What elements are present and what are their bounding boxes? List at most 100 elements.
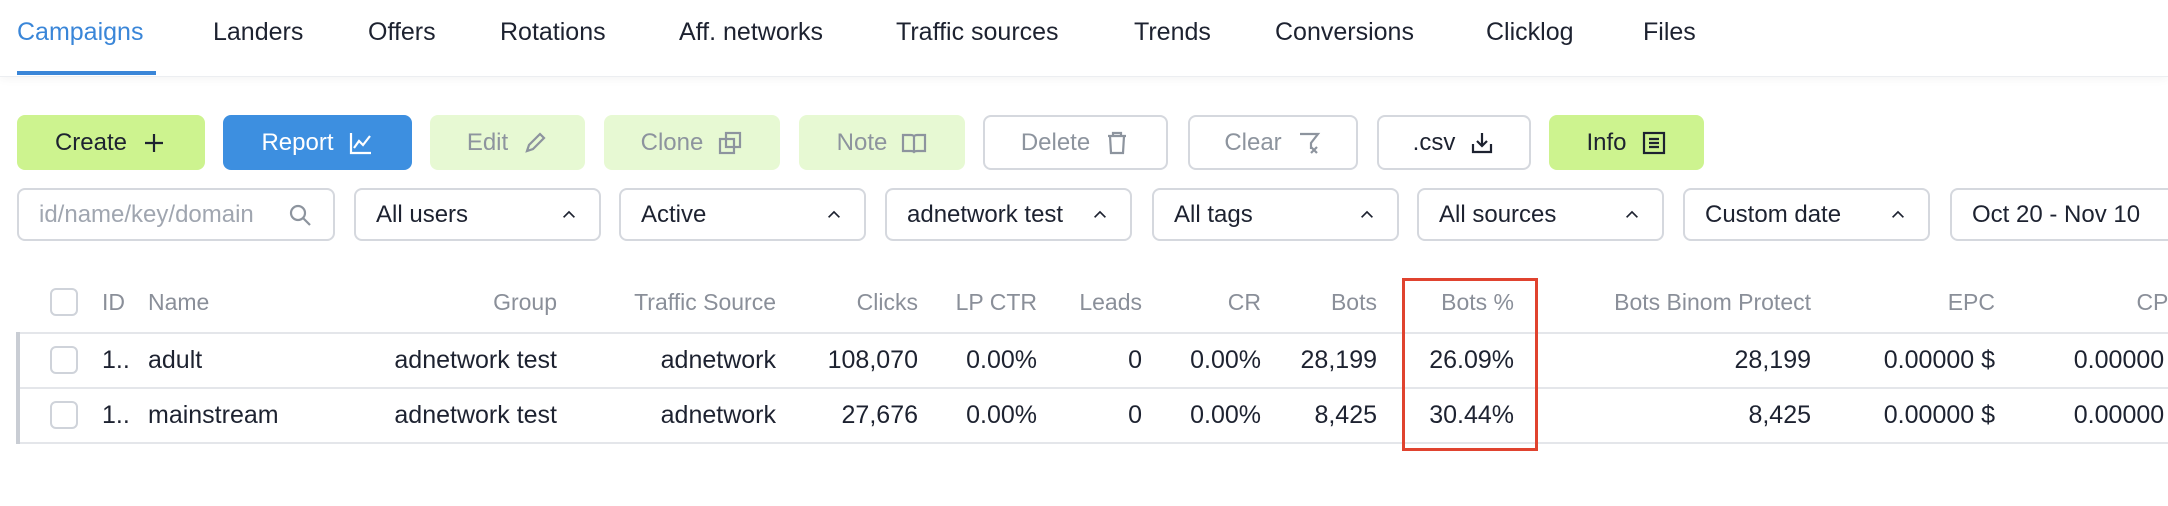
nav-tab[interactable]: Clicklog xyxy=(1486,18,1574,46)
dropdown-label: All users xyxy=(376,200,469,228)
table-cell: 0.00000 $ xyxy=(1883,346,1995,374)
column-header[interactable]: Group xyxy=(493,289,557,315)
toolbar-button[interactable]: .csv xyxy=(1377,115,1531,170)
column-header[interactable]: Clicks xyxy=(856,289,918,315)
row-left-border xyxy=(16,332,20,444)
table-cell: 0 xyxy=(1128,401,1142,429)
table-cell: mainstream xyxy=(148,401,279,429)
chevron xyxy=(828,210,840,218)
column-header[interactable]: Bots % xyxy=(1441,289,1514,315)
toolbar-button[interactable]: Delete xyxy=(983,115,1168,170)
column-header[interactable]: Traffic Source xyxy=(634,289,776,315)
button-icon xyxy=(1299,132,1320,154)
button-label: .csv xyxy=(1412,128,1456,156)
table-cell: 0.00% xyxy=(1190,401,1261,429)
table-cell: 26.09% xyxy=(1429,346,1514,374)
column-header[interactable]: CPC xyxy=(2136,289,2168,315)
toolbar-button[interactable]: Edit xyxy=(430,115,585,170)
table-cell: 0.00% xyxy=(1190,346,1261,374)
nav-tab[interactable]: Landers xyxy=(213,18,304,46)
nav-tab[interactable]: Offers xyxy=(368,18,436,46)
button-label: Clear xyxy=(1224,128,1282,156)
table-cell: 0.00000 $ xyxy=(2073,346,2168,374)
button-label: Clone xyxy=(640,128,704,156)
table-cell: 0 xyxy=(1128,346,1142,374)
table-cell: 0.00000 $ xyxy=(2073,401,2168,429)
filter-dropdown[interactable]: All tags xyxy=(1152,188,1399,241)
table-cell: 0.00% xyxy=(966,346,1037,374)
button-icon xyxy=(349,132,371,154)
date-label: Oct 20 - Nov 10 xyxy=(1972,200,2141,228)
dropdown-label: Custom date xyxy=(1705,200,1842,228)
table-cell: adnetwork test xyxy=(394,346,557,374)
column-header[interactable]: EPC xyxy=(1947,289,1995,315)
button-icon xyxy=(902,133,927,154)
button-icon xyxy=(1642,131,1665,154)
button-icon xyxy=(1108,131,1127,154)
toolbar-button[interactable]: Info xyxy=(1549,115,1704,170)
filter-dropdown[interactable]: adnetwork test xyxy=(885,188,1132,241)
filter-dropdown[interactable]: Active xyxy=(619,188,866,241)
chevron xyxy=(1626,210,1638,218)
filter-dropdown[interactable]: Custom date xyxy=(1683,188,1930,241)
date-range[interactable]: Oct 20 - Nov 10 xyxy=(1950,188,2168,241)
search-icon xyxy=(289,204,311,226)
nav-bar xyxy=(0,0,2168,77)
table-cell: 28,199 xyxy=(1300,346,1377,374)
table-cell: 1.. xyxy=(102,346,130,374)
active-underline xyxy=(17,71,156,75)
column-header[interactable]: Bots Binom Protect xyxy=(1614,289,1811,315)
highlight-box xyxy=(1402,278,1538,451)
nav-tab[interactable]: Aff. networks xyxy=(679,18,824,46)
toolbar-button[interactable]: Clear xyxy=(1188,115,1358,170)
button-label: Note xyxy=(836,128,888,156)
table-cell: 30.44% xyxy=(1429,401,1514,429)
toolbar-button[interactable]: Clone xyxy=(604,115,780,170)
button-icon xyxy=(145,133,164,152)
dropdown-label: adnetwork test xyxy=(907,200,1064,228)
filter-dropdown[interactable]: All users xyxy=(354,188,601,241)
column-header[interactable]: Name xyxy=(148,289,210,315)
nav-tab[interactable]: Traffic sources xyxy=(896,18,1059,46)
dropdown-label: All sources xyxy=(1439,200,1557,228)
dropdown-label: Active xyxy=(641,200,707,228)
chevron xyxy=(563,210,575,218)
table-cell: adult xyxy=(148,346,203,374)
nav-tab[interactable]: Conversions xyxy=(1275,18,1414,46)
dropdown-label: All tags xyxy=(1174,200,1253,228)
table-cell: 0.00000 $ xyxy=(1883,401,1995,429)
table-cell: 8,425 xyxy=(1314,401,1377,429)
table-cell: 27,676 xyxy=(841,401,918,429)
toolbar-button[interactable]: Report xyxy=(223,115,412,170)
row-divider xyxy=(18,442,2168,444)
table-cell: adnetwork xyxy=(660,401,776,429)
checkbox[interactable] xyxy=(50,288,78,316)
column-header[interactable]: ID xyxy=(102,289,125,315)
chevron xyxy=(1094,210,1106,218)
checkbox[interactable] xyxy=(50,401,78,429)
filter-dropdown[interactable]: All sources xyxy=(1417,188,1664,241)
table-cell: adnetwork test xyxy=(394,401,557,429)
column-header[interactable]: Bots xyxy=(1330,289,1377,315)
column-header[interactable]: CR xyxy=(1227,289,1261,315)
table-cell: 108,070 xyxy=(827,346,918,374)
button-icon xyxy=(719,131,742,154)
chevron xyxy=(1361,210,1373,218)
column-header[interactable]: Leads xyxy=(1079,289,1142,315)
table-cell: 28,199 xyxy=(1734,346,1811,374)
checkbox[interactable] xyxy=(50,346,78,374)
toolbar-button[interactable]: Note xyxy=(799,115,965,170)
search-input[interactable]: id/name/key/domain xyxy=(17,188,335,241)
search-placeholder: id/name/key/domain xyxy=(39,200,254,228)
nav-tab[interactable]: Files xyxy=(1643,18,1696,46)
button-label: Info xyxy=(1586,128,1627,156)
nav-tab[interactable]: Campaigns xyxy=(17,18,144,46)
column-header[interactable]: LP CTR xyxy=(955,289,1037,315)
nav-tab[interactable]: Trends xyxy=(1134,18,1211,46)
table-cell: 1.. xyxy=(102,401,130,429)
button-icon xyxy=(1472,132,1493,153)
toolbar-button[interactable]: Create xyxy=(17,115,205,170)
button-label: Create xyxy=(54,128,128,156)
button-label: Edit xyxy=(466,128,509,156)
nav-tab[interactable]: Rotations xyxy=(500,18,606,46)
